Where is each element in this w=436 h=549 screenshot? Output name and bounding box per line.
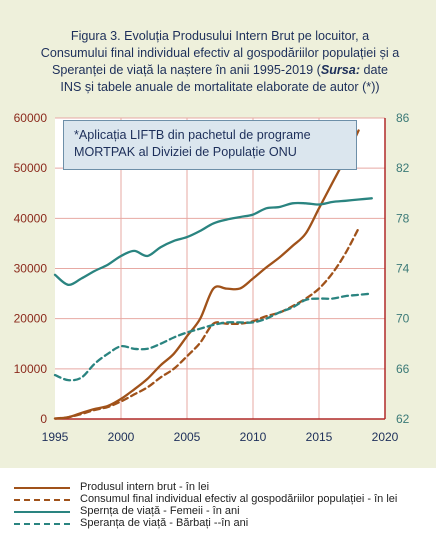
y-right-tick-label: 86 xyxy=(396,111,410,125)
y-left-tick-label: 30000 xyxy=(14,262,48,276)
x-tick-label: 2015 xyxy=(306,430,333,444)
series-line xyxy=(53,227,360,420)
x-tick-label: 2000 xyxy=(108,430,135,444)
legend-label: Speranța de viață - Bărbați --în ani xyxy=(80,517,249,529)
legend-swatch xyxy=(14,511,70,513)
x-tick-label: 2020 xyxy=(372,430,399,444)
y-left-tick-label: 40000 xyxy=(14,211,48,225)
legend-label: Consumul final individual efectiv al gos… xyxy=(80,493,398,505)
methodology-note: *Aplicația LIFTB din pachetul de program… xyxy=(63,120,357,170)
line-chart: 0 10000 20000 30000 40000 50000 60000 1995 2000 2… xyxy=(14,111,410,444)
figure-title: Figura 3. Evoluția Produsului Intern Bru… xyxy=(40,28,400,96)
y-left-tick-label: 50000 xyxy=(14,161,48,175)
y-right-tick-label: 66 xyxy=(396,362,410,376)
y-right-tick-label: 82 xyxy=(396,161,410,175)
series-line xyxy=(53,197,373,286)
legend-label: Produsul intern brut - în lei xyxy=(80,481,210,493)
title-main: Figura 3. Evoluția Produsului Intern Bru… xyxy=(40,29,400,77)
title-source-label: Sursa: xyxy=(320,63,361,77)
y-right-tick-label: 74 xyxy=(396,262,410,276)
x-tick-label: 2010 xyxy=(240,430,267,444)
y-right-tick-label: 78 xyxy=(396,211,410,225)
title-source-text: date INS și tabele anuale de mortalitate… xyxy=(60,63,389,94)
y-left-tick-label: 10000 xyxy=(14,362,48,376)
legend-swatch xyxy=(14,499,70,501)
series-line xyxy=(53,292,373,382)
legend-swatch xyxy=(14,487,70,489)
y-right-tick-label: 70 xyxy=(396,312,410,326)
y-left-tick-label: 0 xyxy=(40,412,47,426)
y-left-tick-label: 20000 xyxy=(14,312,48,326)
legend-label: Spernța de viață - Femeii - în ani xyxy=(80,505,240,517)
y-left-tick-label: 60000 xyxy=(14,111,48,125)
x-tick-label: 1995 xyxy=(42,430,69,444)
legend-swatch xyxy=(14,523,70,525)
chart-legend: Produsul intern brut - în lei Consumul fi… xyxy=(0,468,436,549)
x-tick-label: 2005 xyxy=(174,430,201,444)
y-right-tick-label: 62 xyxy=(396,412,410,426)
